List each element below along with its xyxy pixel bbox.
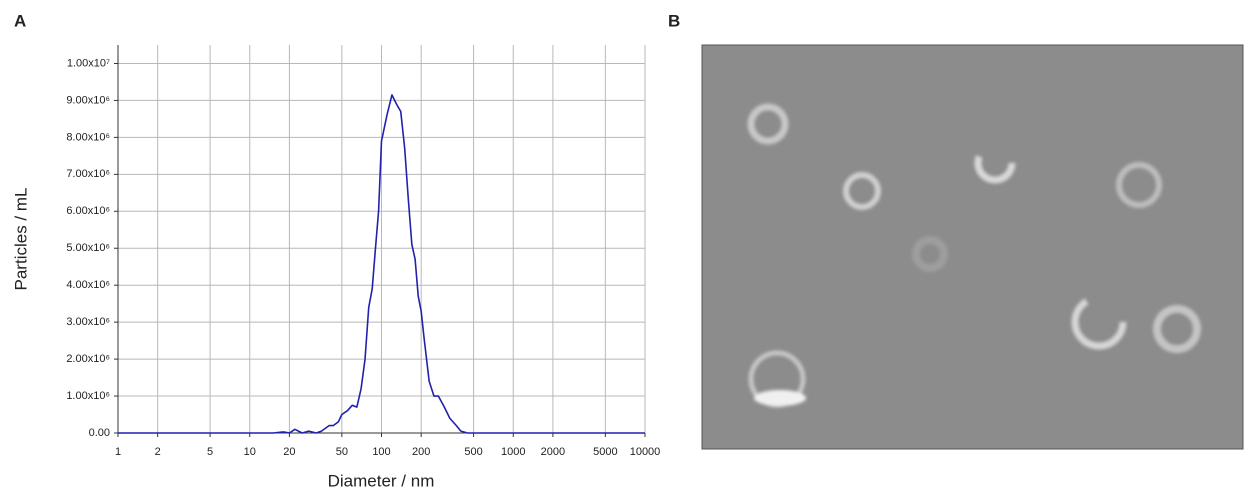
x-tick-label: 1000 bbox=[501, 446, 525, 458]
x-tick-label: 10 bbox=[244, 446, 256, 458]
x-tick-label: 5000 bbox=[593, 446, 617, 458]
x-tick-label: 20 bbox=[283, 446, 295, 458]
data-line bbox=[118, 94, 645, 434]
x-axis-title: Diameter / nm bbox=[328, 471, 435, 490]
x-tick-label: 50 bbox=[336, 446, 348, 458]
x-tick-label: 2 bbox=[155, 446, 161, 458]
x-tick-label: 1 bbox=[115, 446, 121, 458]
y-tick-label: 6.00x10⁶ bbox=[66, 205, 110, 217]
y-tick-label: 2.00x10⁶ bbox=[66, 353, 110, 365]
micrograph bbox=[701, 44, 1244, 450]
x-tick-label: 200 bbox=[412, 446, 430, 458]
y-tick-label: 4.00x10⁶ bbox=[66, 279, 110, 291]
x-tick-label: 2000 bbox=[541, 446, 565, 458]
y-tick-label: 1.00x10⁷ bbox=[67, 57, 110, 69]
x-tick-label: 10000 bbox=[630, 446, 661, 458]
y-tick-label: 8.00x10⁶ bbox=[66, 131, 110, 143]
x-tick-label: 5 bbox=[207, 446, 213, 458]
y-tick-label: 0.00 bbox=[89, 427, 110, 439]
panel-label: B bbox=[668, 11, 680, 30]
y-axis-title: Particles / mL bbox=[11, 188, 30, 291]
panel-label: A bbox=[14, 11, 26, 30]
y-tick-label: 1.00x10⁶ bbox=[66, 390, 110, 402]
y-tick-label: 3.00x10⁶ bbox=[66, 316, 110, 328]
y-tick-label: 7.00x10⁶ bbox=[66, 168, 110, 180]
y-tick-label: 9.00x10⁶ bbox=[66, 94, 110, 106]
x-tick-label: 500 bbox=[464, 446, 482, 458]
y-tick-label: 5.00x10⁶ bbox=[66, 242, 110, 254]
x-tick-label: 100 bbox=[372, 446, 390, 458]
